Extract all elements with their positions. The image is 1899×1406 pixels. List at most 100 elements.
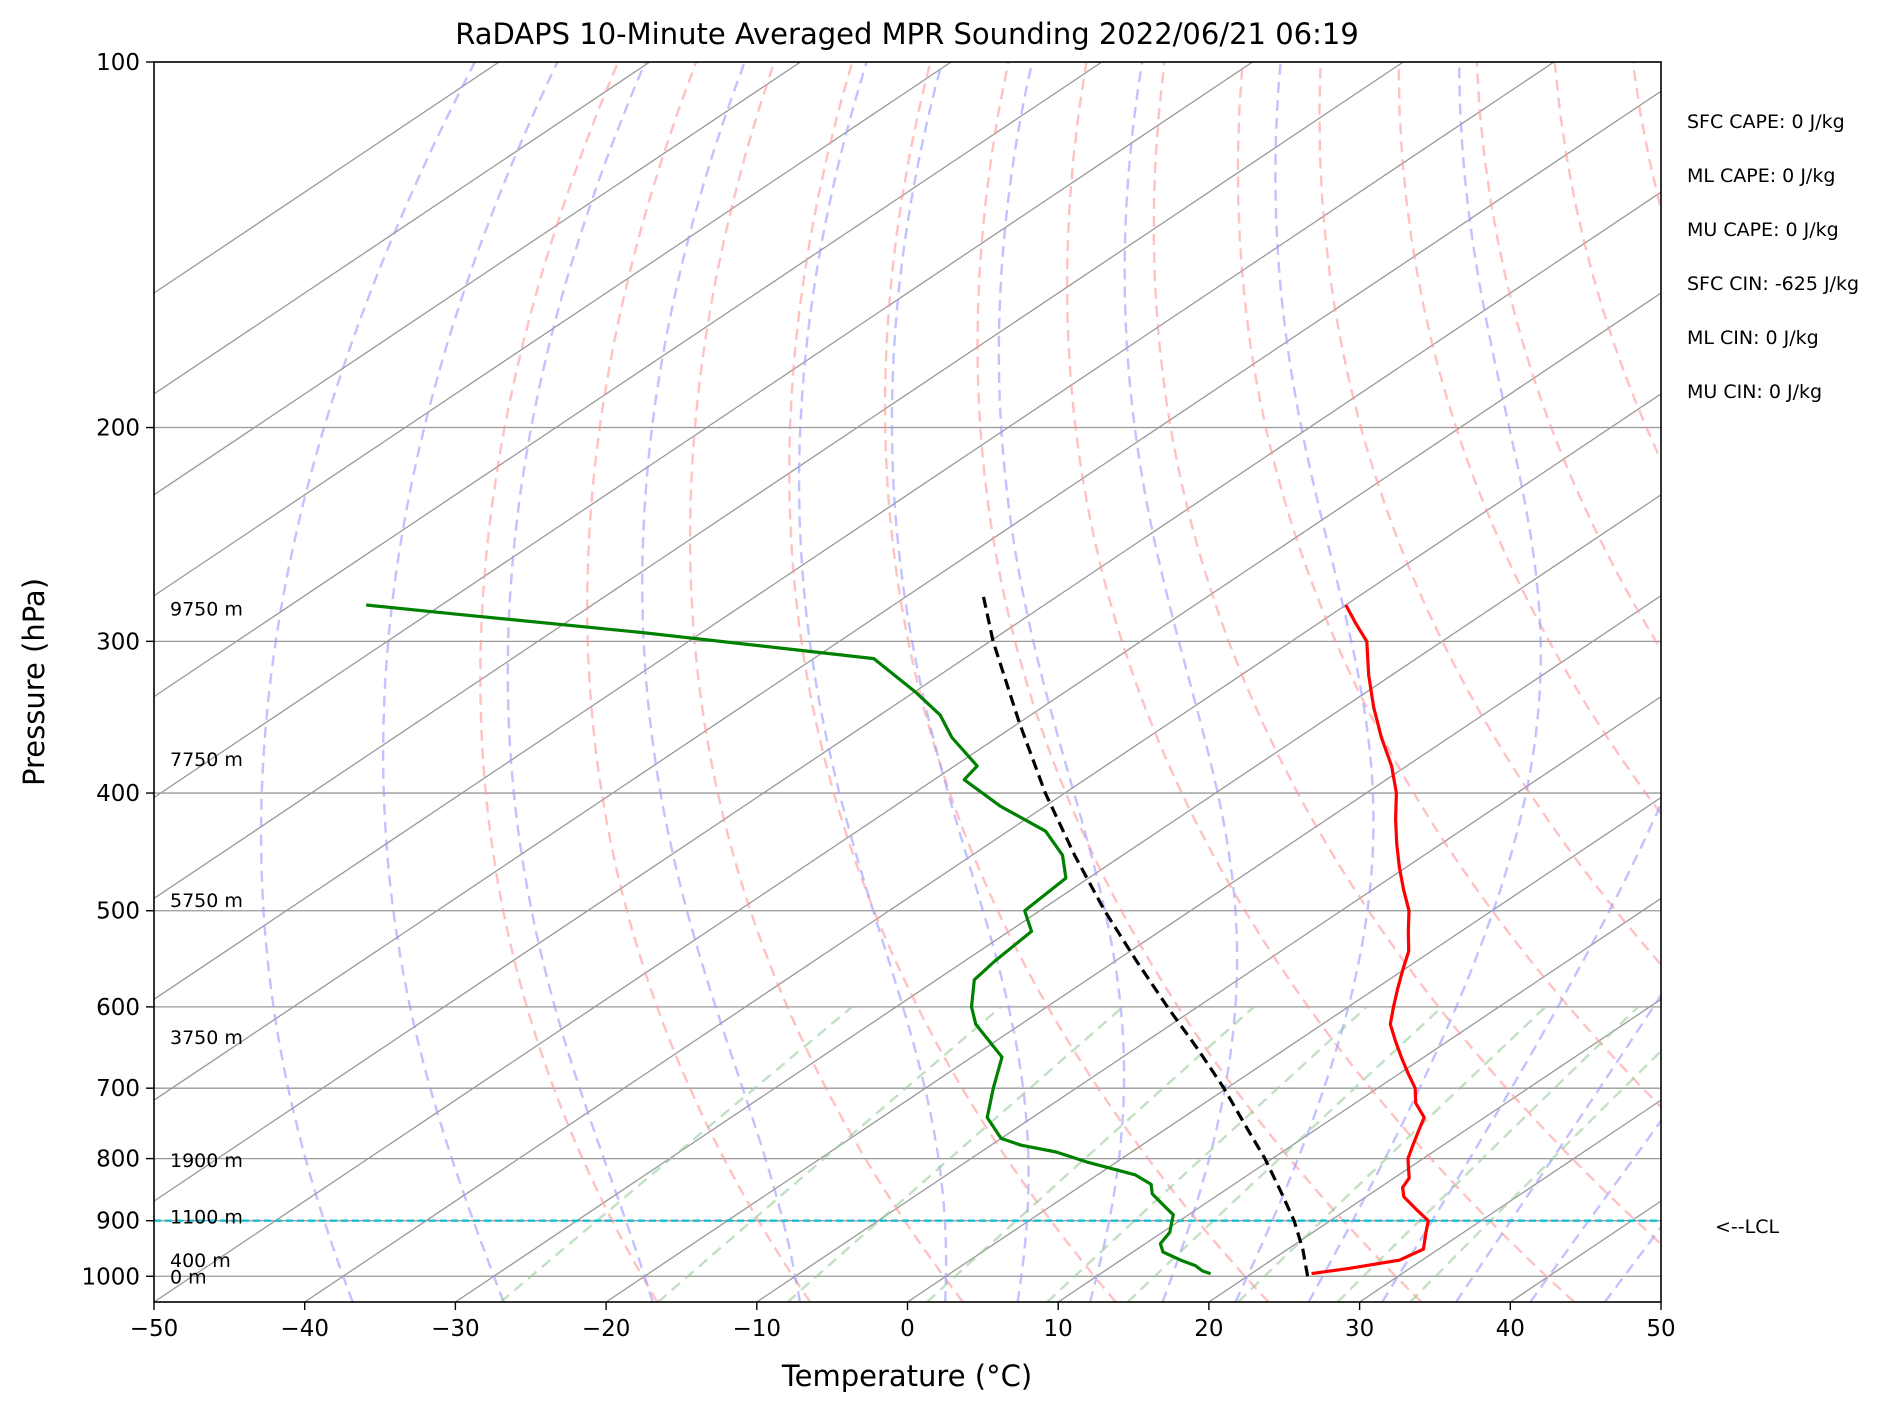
stat-line: MU CIN: 0 J/kg (1687, 381, 1822, 403)
mixing-ratio-line (926, 1006, 1255, 1302)
isotherm-line (304, 393, 1661, 1302)
dewpoint-profile-line (366, 603, 1212, 1276)
chart-title: RaDAPS 10-Minute Averaged MPR Sounding 2… (455, 17, 1359, 51)
isotherm-line (154, 62, 1555, 1001)
mixing-ratio-line (657, 1005, 1002, 1302)
moist-adiabat (1307, 62, 1542, 1302)
plot-background (154, 62, 1661, 1302)
dry-adiabat (1152, 62, 1661, 1246)
moist-adiabat (259, 62, 476, 1302)
y-axis-label: Pressure (hPa) (17, 578, 51, 786)
isotherm-line (605, 594, 1661, 1302)
mixing-ratio-line (1237, 1006, 1547, 1302)
dry-adiabat (479, 62, 659, 1302)
x-axis-label: Temperature (°C) (781, 1359, 1032, 1393)
mixing-ratio-line (1409, 1049, 1661, 1302)
y-tick-label: 800 (96, 1147, 140, 1173)
x-tick-label: 0 (900, 1316, 915, 1342)
mixing-ratio-line (786, 1005, 1124, 1302)
moist-adiabat (381, 62, 559, 1302)
moist-adiabat (1123, 62, 1239, 1302)
isotherm-line (154, 62, 801, 496)
isotherm-line (1660, 1301, 1661, 1302)
isotherms (154, 62, 1661, 1302)
sounding-series (366, 595, 1430, 1277)
x-tick-label: 10 (1044, 1316, 1073, 1342)
y-tick-label: 700 (96, 1076, 140, 1102)
isotherm-line (1208, 998, 1661, 1302)
y-tick-label: 400 (96, 781, 140, 807)
stat-line: SFC CAPE: 0 J/kg (1687, 111, 1845, 133)
isotherm-line (154, 62, 1253, 799)
moist-adiabat (1381, 800, 1661, 1302)
dry-adiabat (1397, 62, 1661, 816)
height-label: 400 m (170, 1250, 231, 1272)
moist-adiabat (1234, 62, 1375, 1302)
moist-adiabats (259, 62, 1661, 1302)
isotherm-line (154, 62, 1103, 698)
stat-line: ML CIN: 0 J/kg (1687, 327, 1819, 349)
stat-line: SFC CIN: -625 J/kg (1687, 273, 1859, 295)
dry-adiabat (1475, 62, 1661, 652)
isotherm-line (154, 292, 1661, 1302)
y-tick-label: 600 (96, 995, 140, 1021)
x-tick-label: −30 (431, 1316, 480, 1342)
y-tick-label: 100 (96, 50, 140, 76)
isotherm-line (154, 62, 1404, 900)
x-tick-label: −50 (130, 1316, 179, 1342)
parcel-profile-line (981, 595, 1310, 1277)
isotherm-line (154, 90, 1661, 1101)
y-tick-label: 900 (96, 1209, 140, 1235)
x-tick-label: −20 (582, 1316, 631, 1342)
y-tick-label: 1000 (81, 1264, 140, 1290)
x-tick-label: 30 (1345, 1316, 1374, 1342)
x-tick-label: 20 (1194, 1316, 1223, 1342)
x-tick-label: 40 (1496, 1316, 1525, 1342)
moist-adiabat (641, 62, 802, 1302)
lcl-label: <--LCL (1715, 1216, 1779, 1238)
moist-adiabat (797, 62, 948, 1302)
height-label: 7750 m (170, 749, 243, 771)
dry-adiabat (688, 62, 964, 1302)
stat-line: MU CAPE: 0 J/kg (1687, 219, 1839, 241)
height-label: 9750 m (170, 599, 243, 621)
dry-adiabat (1318, 62, 1661, 967)
x-tick-label: −40 (280, 1316, 329, 1342)
x-axis-ticks: −50 −40 −30 −20 −10 0 10 20 30 40 50 (130, 1302, 1676, 1342)
height-label: 1900 m (170, 1150, 243, 1172)
stats-panel: SFC CAPE: 0 J/kg ML CAPE: 0 J/kg MU CAPE: … (1687, 111, 1859, 403)
dry-adiabat (788, 62, 1117, 1302)
height-label: 0 m (170, 1266, 207, 1288)
dry-adiabat (976, 62, 1423, 1302)
mixing-ratio-line (499, 1005, 853, 1302)
height-label: 3750 m (170, 1027, 243, 1049)
mixing-ratio-line (1046, 1006, 1368, 1302)
isotherm-line (154, 62, 651, 395)
y-tick-label: 300 (96, 629, 140, 655)
isotherm-line (1057, 897, 1661, 1302)
mixing-ratio-lines (499, 1005, 1661, 1302)
temperature-profile-line (1311, 604, 1430, 1276)
dry-adiabat (1236, 62, 1661, 1109)
dry-adiabat (1065, 62, 1576, 1302)
isotherm-line (154, 191, 1661, 1202)
y-tick-label: 500 (96, 899, 140, 925)
height-labels: 9750 m 7750 m 5750 m 3750 m 1900 m 1100 m 400 … (170, 599, 243, 1289)
dry-adiabat (1789, 62, 1899, 1302)
isotherm-line (455, 494, 1661, 1302)
stat-line: ML CAPE: 0 J/kg (1687, 165, 1835, 187)
isotherm-line (154, 62, 952, 597)
isotherm-line (907, 796, 1661, 1302)
dry-adiabat (1711, 62, 1899, 1302)
height-label: 1100 m (170, 1207, 243, 1229)
dry-adiabat (1631, 62, 1661, 214)
height-label: 5750 m (170, 890, 243, 912)
y-tick-label: 200 (96, 416, 140, 442)
isotherm-line (756, 695, 1661, 1302)
y-axis-ticks: 100 200 300 400 500 600 700 800 900 1000 (81, 50, 154, 1290)
x-tick-label: −10 (733, 1316, 782, 1342)
moist-adiabat (506, 62, 654, 1302)
mixing-ratio-line (1126, 1006, 1443, 1302)
x-tick-label: 50 (1646, 1316, 1675, 1342)
